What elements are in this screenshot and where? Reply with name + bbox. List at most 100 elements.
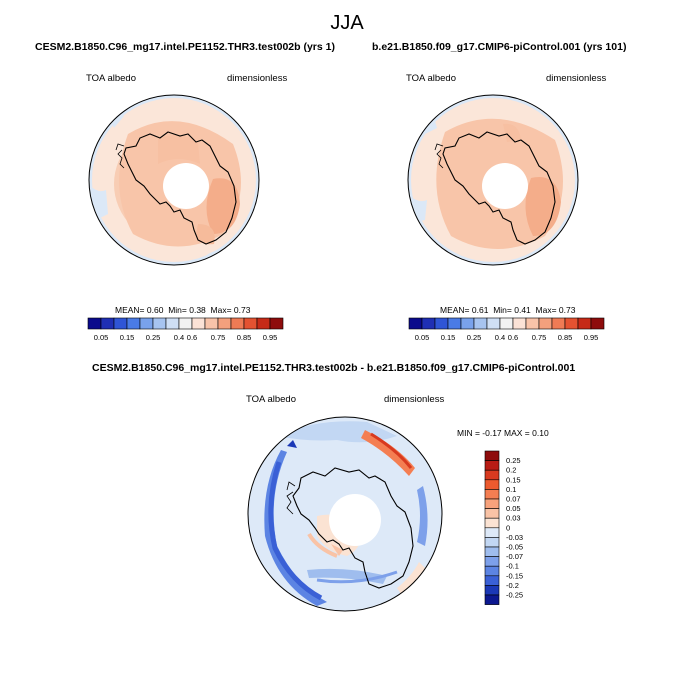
difference-colorbar-tick-label: 0.2 — [506, 466, 516, 475]
panel1-colorbar-box-13 — [256, 317, 271, 330]
difference-colorbar-box-6 — [484, 508, 500, 519]
panel2-colorbar-box-3 — [447, 317, 462, 330]
difference-colorbar-box-5 — [484, 498, 500, 509]
panel2-colorbar-tick-label: 0.6 — [508, 333, 518, 342]
panel1-antarctica-coastline — [123, 131, 237, 245]
difference-colorbar-tick-label: -0.07 — [506, 552, 523, 561]
difference-colorbar-box-1 — [484, 460, 500, 471]
difference-variable-label: TOA albedo — [246, 394, 297, 405]
difference-colorbar-box-13 — [484, 575, 500, 586]
panel1-units-label: dimensionless — [227, 73, 288, 84]
panel1-colorbar-tick-label: 0.4 — [174, 333, 184, 342]
difference-colorbar-box-8 — [484, 527, 500, 538]
panel2-colorbar-tick-label: 0.95 — [584, 333, 599, 342]
difference-colorbar: 0.250.20.150.10.070.050.030-0.03-0.05-0.… — [484, 450, 523, 605]
panel1-colorbar-box-3 — [126, 317, 141, 330]
difference-colorbar-tick-label: 0 — [506, 523, 510, 532]
panel1-variable-label: TOA albedo — [86, 73, 137, 84]
difference-colorbar-tick-label: -0.03 — [506, 533, 523, 542]
difference-colorbar-box-3 — [484, 479, 500, 490]
panel1-colorbar-box-6 — [165, 317, 180, 330]
panel1-colorbar: 0.05 0.15 0.25 0.4 0.6 0.75 0.85 0.95 — [87, 317, 284, 342]
panel2-antarctica-coastline — [442, 131, 556, 245]
panel2-colorbar-box-2 — [434, 317, 449, 330]
panel1-mean-label: MEAN= — [115, 305, 145, 315]
panel1-colorbar-box-11 — [230, 317, 245, 330]
panel2-colorbar-tick-label: 0.75 — [532, 333, 547, 342]
panel2-colorbar-box-7 — [499, 317, 514, 330]
difference-colorbar-box-12 — [484, 565, 500, 577]
panel2-colorbar-box-8 — [512, 317, 527, 330]
panel2-colorbar: 0.05 0.15 0.25 0.4 0.6 0.75 0.85 0.95 — [408, 317, 605, 342]
panel2-units-label: dimensionless — [546, 73, 607, 84]
difference-colorbar-tick-label: -0.15 — [506, 571, 523, 580]
panel2-mean-value: 0.61 — [471, 305, 489, 315]
difference-map-field — [248, 417, 442, 611]
panel2-colorbar-box-5 — [473, 317, 488, 330]
panel2-colorbar-box-11 — [551, 317, 566, 330]
panel2-pole-hole — [482, 163, 528, 209]
difference-title: CESM2.B1850.C96_mg17.intel.PE1152.THR3.t… — [92, 362, 576, 374]
panel2-colorbar-box-13 — [577, 317, 592, 330]
difference-colorbar-tick-label: 0.15 — [506, 475, 521, 484]
difference-colorbar-tick-label: -0.05 — [506, 543, 523, 552]
difference-colorbar-tick-label: 0.1 — [506, 485, 516, 494]
panel2-colorbar-tick-label: 0.25 — [467, 333, 482, 342]
panel2-colorbar-box-12 — [564, 317, 579, 330]
difference-units-label: dimensionless — [384, 394, 445, 405]
panel1-case-title: CESM2.B1850.C96_mg17.intel.PE1152.THR3.t… — [35, 41, 335, 53]
difference-colorbar-tick-label: 0.03 — [506, 514, 521, 523]
difference-colorbar-tick-label: -0.1 — [506, 562, 519, 571]
panel1-colorbar-box-4 — [139, 317, 154, 330]
panel2-case-title: b.e21.B1850.f09_g17.CMIP6-piControl.001 … — [372, 41, 627, 53]
panel1-colorbar-tick-label: 0.05 — [94, 333, 109, 342]
panel2-variable-label: TOA albedo — [406, 73, 457, 84]
difference-colorbar-tick-label: 0.07 — [506, 495, 521, 504]
panel2-colorbar-tick-label: 0.05 — [415, 333, 430, 342]
difference-colorbar-tick-label: 0.05 — [506, 504, 521, 513]
difference-colorbar-box-0 — [484, 450, 500, 461]
panel1-colorbar-box-1 — [100, 317, 115, 330]
difference-stats: MIN = -0.17 MAX = 0.10 — [457, 428, 549, 438]
panel2-colorbar-box-4 — [460, 317, 475, 330]
panel1-colorbar-tick-label: 0.95 — [263, 333, 278, 342]
panel2-max-label: Max= — [535, 305, 557, 315]
panel2-polar-map — [407, 94, 579, 266]
panel1-colorbar-tick-label: 0.75 — [211, 333, 226, 342]
difference-colorbar-tick-label: -0.2 — [506, 581, 519, 590]
difference-max-value: 0.10 — [532, 428, 549, 438]
difference-min-value: -0.17 — [482, 428, 502, 438]
panel1-min-value: 0.38 — [189, 305, 206, 315]
difference-colorbar-box-11 — [484, 556, 500, 567]
difference-colorbar-tick-label: -0.25 — [506, 591, 523, 600]
panel2-colorbar-box-10 — [538, 317, 553, 330]
panel2-colorbar-box-0 — [408, 317, 423, 330]
panel2-map-field — [408, 95, 578, 265]
panel1-colorbar-box-8 — [191, 317, 206, 330]
panel1-min-label: Min= — [168, 305, 187, 315]
panel1-colorbar-box-0 — [87, 317, 102, 330]
panel2-colorbar-tick-label: 0.85 — [558, 333, 573, 342]
panel2-colorbar-box-6 — [486, 317, 501, 330]
panel1-colorbar-tick-label: 0.15 — [120, 333, 135, 342]
panel2-colorbar-box-9 — [525, 317, 540, 330]
panel2-min-label: Min= — [493, 305, 512, 315]
difference-pole-hole — [329, 494, 381, 546]
panel2-colorbar-tick-label: 0.4 — [495, 333, 505, 342]
panel1-max-value: 0.73 — [233, 305, 251, 315]
difference-colorbar-box-4 — [484, 489, 500, 500]
difference-colorbar-box-14 — [484, 585, 500, 596]
panel1-stats: MEAN= 0.60 Min= 0.38 Max= 0.73 — [115, 305, 250, 315]
difference-max-label: MAX = — [504, 428, 530, 438]
difference-polar-map — [247, 416, 443, 612]
panel1-colorbar-box-5 — [152, 317, 167, 330]
panel1-colorbar-box-10 — [217, 317, 232, 330]
panel2-min-value: 0.41 — [514, 305, 531, 315]
panel1-pole-hole — [163, 163, 209, 209]
panel1-max-label: Max= — [210, 305, 232, 315]
difference-colorbar-tick-label: 0.25 — [506, 456, 521, 465]
panel1-polar-map — [88, 94, 260, 266]
panel1-colorbar-tick-label: 0.25 — [146, 333, 161, 342]
figure-title: JJA — [330, 12, 364, 34]
difference-colorbar-box-9 — [484, 537, 500, 548]
